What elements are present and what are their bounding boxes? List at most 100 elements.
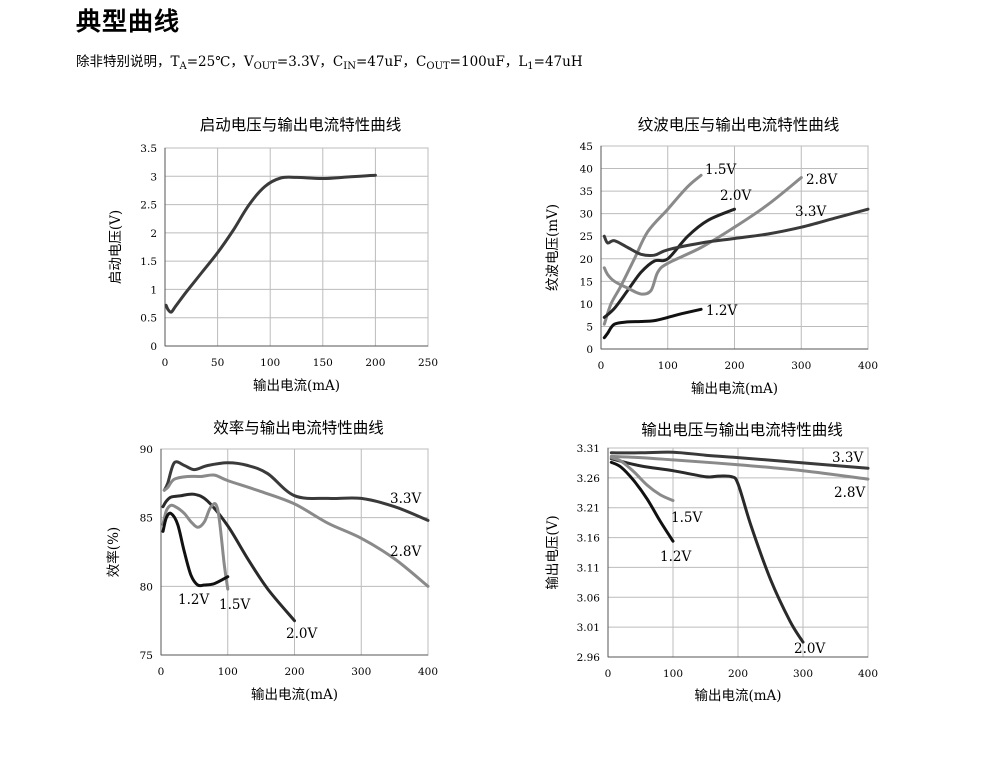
- y-tick-label: 80: [140, 581, 153, 593]
- x-tick-label: 100: [218, 666, 238, 678]
- series-line-2_8v: [162, 473, 430, 588]
- series-label: 2.8V: [806, 172, 837, 188]
- y-tick-label: 3.26: [577, 473, 601, 485]
- series-label: 1.5V: [671, 510, 702, 526]
- chart-title: 输出电压与输出电流特性曲线: [641, 421, 843, 439]
- y-axis-label: 纹波电压(mV): [545, 204, 561, 291]
- x-tick-label: 200: [724, 360, 744, 372]
- x-tick-label: 200: [728, 668, 748, 680]
- x-tick-label: 400: [858, 360, 878, 372]
- y-axis-label: 输出电压(V): [545, 515, 561, 589]
- series-line-1_2v: [602, 307, 703, 340]
- conditions-prefix: 除非特别说明，: [76, 54, 171, 70]
- series-line-1_2v: [161, 511, 230, 588]
- cin-subscript: IN: [343, 61, 356, 72]
- l-symbol: L: [518, 54, 528, 70]
- y-tick-label: 35: [580, 186, 593, 198]
- y-tick-label: 15: [580, 276, 593, 288]
- y-tick-label: 3.16: [577, 533, 601, 545]
- y-axis-label: 启动电压(V): [108, 210, 124, 284]
- y-tick-label: 40: [580, 164, 593, 176]
- cin-value: =47uF，: [355, 54, 417, 70]
- y-tick-label: 3: [150, 171, 157, 183]
- y-tick-label: 3.21: [577, 503, 600, 515]
- y-axis-label: 效率(%): [105, 527, 122, 577]
- x-tick-label: 150: [313, 357, 333, 369]
- x-tick-label: 300: [791, 360, 811, 372]
- l-value: =47uH: [533, 54, 583, 70]
- series-line-1_5v: [161, 502, 230, 591]
- x-tick-label: 0: [158, 666, 165, 678]
- cin-symbol: C: [332, 54, 344, 70]
- y-tick-label: 2: [150, 228, 157, 240]
- series-label: 1.2V: [178, 592, 209, 608]
- series-line-2_8v: [602, 176, 803, 296]
- series-label: 1.2V: [706, 303, 737, 319]
- y-tick-label: 3.31: [577, 443, 600, 455]
- x-tick-label: 200: [284, 666, 304, 678]
- x-axis-label: 输出电流(mA): [694, 688, 781, 704]
- x-tick-label: 400: [418, 666, 438, 678]
- chart-title: 效率与输出电流特性曲线: [213, 419, 384, 437]
- x-tick-label: 100: [663, 668, 683, 680]
- y-tick-label: 2.96: [577, 652, 601, 664]
- series-label: 2.8V: [390, 544, 421, 560]
- x-axis-label: 输出电流(mA): [253, 378, 340, 394]
- y-tick-label: 3.11: [577, 562, 600, 574]
- vout-symbol: V: [243, 54, 254, 70]
- x-tick-label: 200: [365, 357, 385, 369]
- vout-subscript: OUT: [253, 61, 277, 72]
- series-line-1_5v: [609, 456, 675, 502]
- x-tick-label: 400: [858, 668, 878, 680]
- series-label: 2.0V: [794, 641, 825, 657]
- series-label: 3.3V: [832, 450, 863, 466]
- y-tick-label: 1: [150, 284, 157, 296]
- y-tick-label: 3.01: [577, 622, 600, 634]
- l-subscript: 1: [527, 61, 534, 72]
- x-tick-label: 0: [598, 360, 605, 372]
- y-tick-label: 10: [580, 299, 593, 311]
- vout-value: =3.3V，: [276, 54, 333, 70]
- x-tick-label: 0: [162, 357, 169, 369]
- y-tick-label: 0: [150, 341, 157, 353]
- series-line-1_5v: [602, 173, 703, 326]
- series-line-2_0v: [161, 492, 296, 623]
- y-tick-label: 25: [580, 231, 593, 243]
- series-label: 2.8V: [834, 485, 865, 501]
- test-conditions: 除非特别说明，TA=25℃，VOUT=3.3V，CIN=47uF，COUT=10…: [76, 50, 583, 72]
- cout-subscript: OUT: [426, 61, 450, 72]
- x-tick-label: 50: [211, 357, 224, 369]
- y-tick-label: 5: [586, 321, 593, 333]
- series-label: 3.3V: [390, 491, 421, 507]
- series-label: 1.5V: [219, 597, 250, 613]
- y-tick-label: 20: [580, 254, 593, 266]
- y-tick-label: 0: [586, 344, 593, 356]
- plot-area: [164, 147, 429, 347]
- cout-symbol: C: [416, 54, 427, 70]
- series-line-2_8v: [609, 454, 870, 481]
- y-tick-label: 1.5: [140, 256, 157, 268]
- y-tick-label: 75: [140, 650, 153, 662]
- series-line-3_3v: [609, 450, 870, 470]
- cout-value: =100uF，: [449, 54, 519, 70]
- x-tick-label: 0: [605, 668, 612, 680]
- ta-value: =25℃，: [186, 54, 244, 70]
- page-heading: 典型曲线: [76, 7, 181, 36]
- x-tick-label: 300: [793, 668, 813, 680]
- series-label: 1.5V: [705, 162, 736, 178]
- series-line-2_0v: [609, 457, 805, 644]
- ta-symbol: T: [170, 54, 180, 70]
- y-tick-label: 30: [580, 209, 593, 221]
- y-tick-label: 3.06: [577, 592, 601, 604]
- chart-title: 纹波电压与输出电流特性曲线: [638, 116, 840, 134]
- y-tick-label: 2.5: [140, 200, 157, 212]
- x-axis-label: 输出电流(mA): [691, 381, 778, 397]
- chart-title: 启动电压与输出电流特性曲线: [200, 116, 402, 134]
- series-line-curve: [164, 173, 377, 314]
- y-tick-label: 3.5: [140, 143, 157, 155]
- y-tick-label: 0.5: [140, 313, 157, 325]
- ta-subscript: A: [179, 61, 187, 72]
